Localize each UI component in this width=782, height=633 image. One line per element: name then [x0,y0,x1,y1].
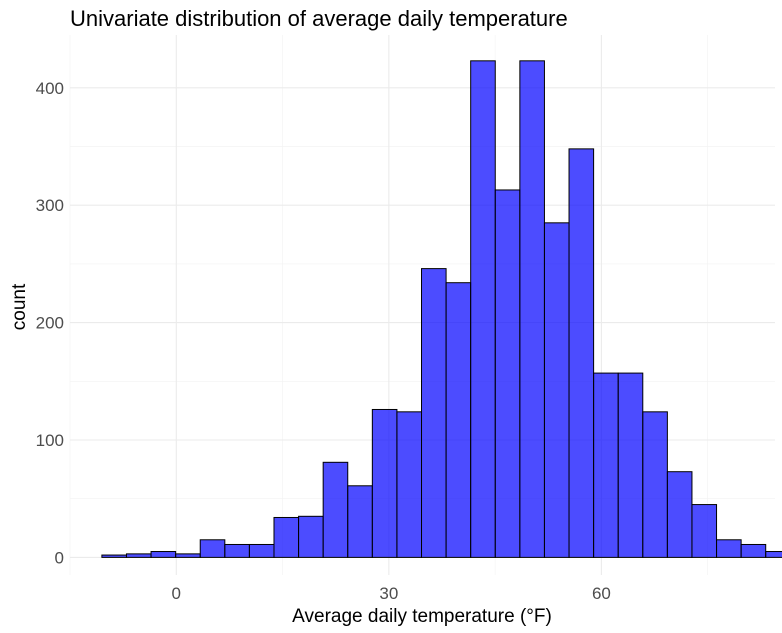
histogram-bar [101,554,127,558]
y-tick-label: 400 [36,79,64,98]
histogram-bar [224,543,250,558]
histogram-bar [470,60,496,558]
histogram-bar [716,539,742,558]
x-tick-label: 30 [379,584,398,603]
histogram-bar [445,282,472,558]
histogram-bar [347,485,373,558]
y-tick-label: 0 [55,548,64,567]
histogram-bar [396,411,423,558]
y-tick-label: 300 [36,196,64,215]
chart-title: Univariate distribution of average daily… [70,6,568,31]
histogram-bar [322,461,349,558]
y-tick-label: 200 [36,314,64,333]
histogram-bar [543,222,570,558]
histogram-bar [617,372,644,558]
histogram-bar [765,551,782,558]
x-tick-label: 0 [172,584,181,603]
axis-tick-labels: 0 30 60 0 100 200 300 400 [36,79,611,603]
histogram-bar [593,372,619,558]
histogram-bar [248,543,275,558]
y-axis-label: count [9,283,30,330]
histogram-bar [642,411,668,558]
histogram-bar [519,60,545,558]
x-axis-label: Average daily temperature (°F) [292,606,552,627]
histogram-bar [691,504,718,558]
histogram-bar [199,539,226,558]
y-tick-label: 100 [36,431,64,450]
histogram-bar [125,553,152,558]
histogram-bar [494,189,521,558]
histogram-bar [666,471,693,558]
histogram-bar [568,148,595,558]
histogram-bar [150,551,177,558]
histogram-bar [175,553,201,558]
histogram-bar [421,268,447,558]
histogram-bar [740,543,767,558]
histogram-bar [273,516,300,558]
histogram-bar [298,515,324,558]
histogram-bars [101,60,782,558]
x-tick-label: 60 [592,584,611,603]
histogram-bar [371,408,398,558]
